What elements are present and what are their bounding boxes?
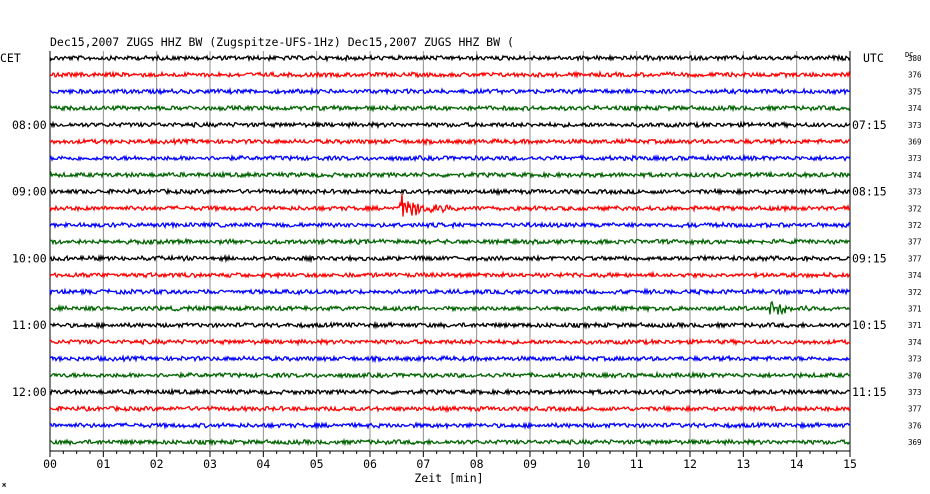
x-axis-label: Zeit [min]: [414, 471, 483, 485]
x-tick-label: 01: [96, 457, 110, 471]
x-tick-label: 00: [43, 457, 57, 471]
right-hour-label: 10:15: [852, 318, 887, 332]
left-hour-label: 08:00: [12, 118, 47, 132]
dc-value: 372: [908, 288, 922, 297]
trace-line: [49, 287, 851, 297]
right-axis-label: UTC: [863, 51, 884, 65]
dc-value: 373: [908, 121, 922, 130]
dc-value: 377: [908, 238, 922, 247]
trace-line: [49, 103, 851, 113]
trace-line: [49, 387, 851, 397]
dc-value: 376: [908, 71, 922, 80]
x-tick-label: 04: [256, 457, 270, 471]
traces: [49, 53, 851, 447]
x-tick-label: 08: [470, 457, 484, 471]
x-tick-label: 02: [150, 457, 164, 471]
left-hour-label: 12:00: [12, 385, 47, 399]
left-hour-label: 11:00: [12, 318, 47, 332]
trace-line: [49, 53, 851, 63]
x-tick-label: 13: [736, 457, 750, 471]
left-hour-label: 10:00: [12, 251, 47, 265]
x-tick-label: 10: [576, 457, 590, 471]
left-hour-label: 09:00: [12, 185, 47, 199]
dc-value: 376: [908, 421, 922, 430]
x-tick-label: 12: [683, 457, 697, 471]
dc-value: 373: [908, 355, 922, 364]
dc-value: 371: [908, 305, 922, 314]
right-hour-label: 08:15: [852, 185, 887, 199]
dc-value: 372: [908, 221, 922, 230]
dc-value: 374: [908, 338, 922, 347]
dc-value: 370: [908, 371, 922, 380]
trace-line: [49, 420, 851, 430]
x-tick-label: 09: [523, 457, 537, 471]
dc-value: 369: [908, 438, 922, 447]
trace-line: [49, 220, 851, 230]
x-tick-label: 14: [790, 457, 804, 471]
trace-line: [49, 153, 851, 163]
dc-value: 373: [908, 188, 922, 197]
chart-title: Dec15,2007 ZUGS HHZ BW (Zugspitze-UFS-1H…: [50, 35, 514, 49]
trace-line: [49, 120, 851, 130]
trace-line: [49, 320, 851, 330]
trace-line: [49, 354, 851, 364]
dc-value: 375: [908, 87, 922, 96]
x-tick-label: 11: [630, 457, 644, 471]
trace-line: [49, 237, 851, 247]
x-tick-label: 07: [416, 457, 430, 471]
x-tick-label: 06: [363, 457, 377, 471]
trace-line: [49, 300, 851, 316]
trace-line: [49, 69, 851, 80]
dc-value: 374: [908, 171, 922, 180]
trace-line: [49, 370, 851, 380]
dc-value: 377: [908, 254, 922, 263]
dc-value: 369: [908, 138, 922, 147]
right-hour-label: 07:15: [852, 118, 887, 132]
trace-line: [49, 86, 851, 96]
trace-line: [49, 253, 851, 264]
trace-line: [49, 187, 851, 197]
dc-value: 380: [908, 54, 922, 63]
dc-value: 377: [908, 405, 922, 414]
right-hour-label: 11:15: [852, 385, 887, 399]
trace-line: [49, 337, 851, 347]
trace-line: [49, 193, 851, 217]
trace-line: [49, 270, 851, 280]
right-hour-label: 09:15: [852, 251, 887, 265]
corner-mark: ж: [2, 481, 7, 489]
x-tick-label: 15: [843, 457, 857, 471]
trace-line: [49, 404, 851, 414]
grid-lines: [49, 51, 851, 457]
axis-labels: 00 01 02 03 04 05 06 07 08 09 10 11 12 13 14 15 380 376 37…: [12, 54, 922, 471]
left-axis-label: CET: [0, 51, 21, 65]
dc-value: 374: [908, 271, 922, 280]
dc-value: 374: [908, 104, 922, 113]
dc-value: 371: [908, 321, 922, 330]
dc-value: 373: [908, 154, 922, 163]
dc-value: 372: [908, 204, 922, 213]
x-tick-label: 05: [310, 457, 324, 471]
trace-line: [49, 170, 851, 180]
dc-value: 373: [908, 388, 922, 397]
trace-line: [49, 437, 851, 447]
x-tick-label: 03: [203, 457, 217, 471]
dc-label: DC: [905, 51, 913, 59]
trace-line: [49, 137, 851, 147]
